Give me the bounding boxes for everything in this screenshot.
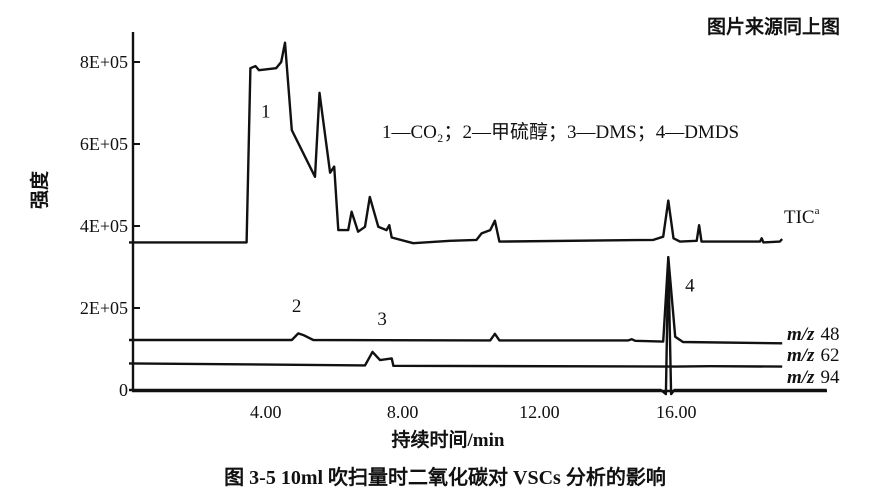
x-tick-label: 4.00 (250, 402, 282, 422)
figure-caption: 图 3-5 10ml 吹扫量时二氧化碳对 VSCs 分析的影响 (224, 465, 666, 489)
trace-m-z-94 (129, 256, 827, 396)
x-ticks: 4.00 8.00 12.00 16.00 (250, 402, 696, 422)
y-tick-label: 6E+05 (80, 134, 128, 154)
trace-m-z-62 (128, 350, 783, 368)
y-ticks: 0 2E+05 4E+05 6E+05 8E+05 (80, 52, 140, 400)
peak-label: 1 (261, 101, 271, 122)
peak-label: 4 (685, 276, 695, 297)
series-label-mz62: m/z 62 (787, 345, 839, 366)
y-tick-label: 0 (119, 380, 128, 400)
x-tick-label: 12.00 (519, 402, 560, 422)
y-tick-label: 4E+05 (80, 216, 128, 236)
source-note: 图片来源同上图 (707, 15, 840, 38)
series-label-tic: TICa (784, 205, 820, 228)
legend-text: 1—CO₂；2—甲硫醇；3—DMS；4—DMDS (382, 121, 739, 143)
x-axis-label: 持续时间/min (392, 428, 505, 451)
y-tick-label: 2E+05 (80, 298, 128, 318)
x-tick-label: 16.00 (656, 402, 697, 422)
series-label-mz94: m/z 94 (787, 367, 840, 388)
x-tick-label: 8.00 (387, 402, 419, 422)
traces (128, 41, 827, 396)
trace-tic (129, 41, 784, 245)
series-label-mz48: m/z 48 (787, 324, 839, 345)
y-axis-label: 强度 (28, 170, 51, 209)
peak-label: 2 (292, 296, 302, 317)
peak-labels: 1 2 3 4 (261, 101, 695, 330)
trace-m-z-48 (129, 256, 783, 345)
y-tick-label: 8E+05 (80, 52, 128, 72)
peak-label: 3 (377, 309, 387, 330)
axes (131, 32, 827, 393)
